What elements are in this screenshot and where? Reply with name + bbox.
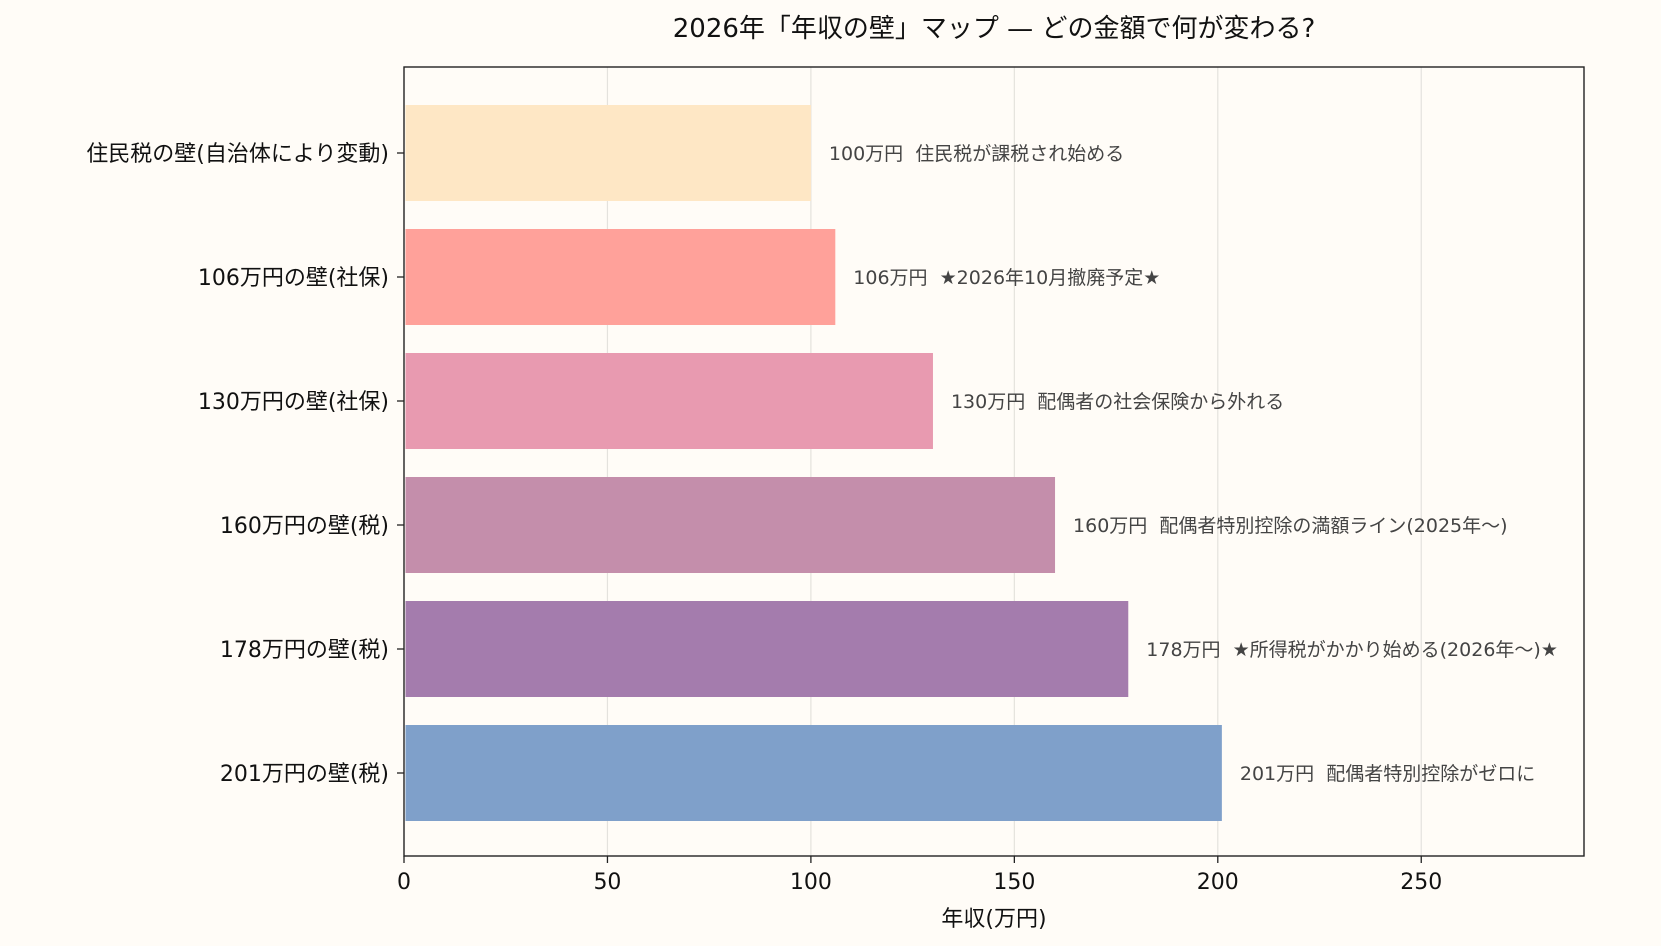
plot-frame: [403, 66, 1585, 857]
y-tick-label: 160万円の壁(税): [220, 514, 389, 539]
bar-annotation: 160万円 配偶者特別控除の満額ライン(2025年〜): [1073, 515, 1508, 537]
y-tick-label: 178万円の壁(税): [220, 638, 389, 663]
x-tick-label: 250: [1400, 870, 1442, 895]
x-tick-label: 50: [593, 870, 621, 895]
y-tick-label: 201万円の壁(税): [220, 762, 389, 787]
x-tick-labels: 0 50 100 150 200 250: [397, 856, 1442, 895]
y-tick-labels: 住民税の壁(自治体により変動) 106万円の壁(社保) 130万円の壁(社保) 160…: [86, 142, 404, 787]
chart-title: 2026年「年収の壁」マップ — どの金額で何が変わる?: [673, 14, 1316, 44]
bar-5: [405, 601, 1129, 697]
bar-2: [405, 229, 836, 325]
bars: [405, 105, 1222, 821]
bar-annotation: 106万円 ★2026年10月撤廃予定★: [853, 267, 1160, 289]
y-tick-label: 106万円の壁(社保): [198, 266, 389, 291]
x-tick-label: 100: [790, 870, 832, 895]
bar-annotation: 130万円 配偶者の社会保険から外れる: [951, 391, 1284, 413]
x-tick-label: 150: [993, 870, 1035, 895]
bar-annotation: 178万円 ★所得税がかかり始める(2026年〜)★: [1146, 639, 1558, 661]
bar-annotation: 100万円 住民税が課税され始める: [829, 143, 1124, 165]
y-tick-label: 住民税の壁(自治体により変動): [86, 142, 389, 167]
bar-annotation: 201万円 配偶者特別控除がゼロに: [1240, 763, 1535, 785]
bar-4: [405, 477, 1056, 573]
x-tick-label: 0: [397, 870, 411, 895]
bar-3: [405, 353, 933, 449]
x-tick-label: 200: [1197, 870, 1239, 895]
bar-1: [405, 105, 811, 201]
bar-annotations: 100万円 住民税が課税され始める 106万円 ★2026年10月撤廃予定★ 130…: [829, 143, 1558, 785]
y-tick-label: 130万円の壁(社保): [198, 390, 389, 415]
bar-6: [405, 725, 1222, 821]
x-axis-label: 年収(万円): [941, 907, 1046, 932]
